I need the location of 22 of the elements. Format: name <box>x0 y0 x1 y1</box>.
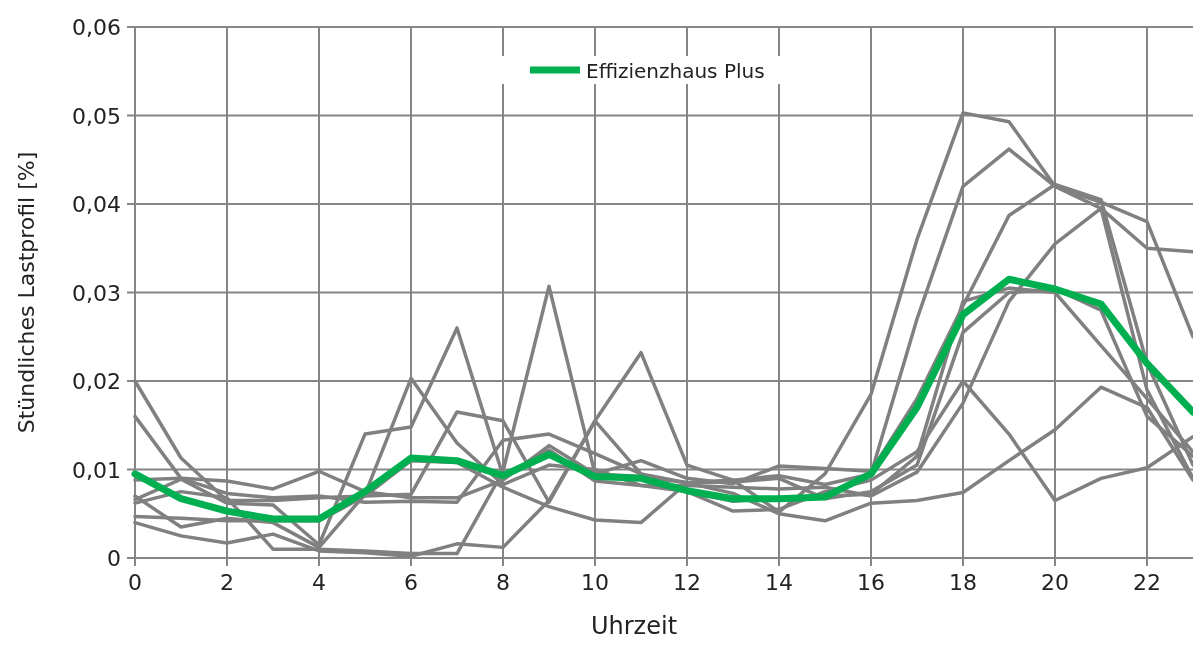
y-tick-label: 0,05 <box>72 103 121 129</box>
x-tick-label: 14 <box>765 570 793 595</box>
x-tick-label: 4 <box>312 570 326 595</box>
x-tick-label: 10 <box>581 570 609 595</box>
x-tick-label: 18 <box>949 570 977 595</box>
x-axis-title: Uhrzeit <box>590 612 678 640</box>
x-tick-label: 16 <box>857 570 885 595</box>
x-tick-label: 12 <box>673 570 701 595</box>
x-tick-label: 6 <box>404 570 418 595</box>
x-tick-label: 0 <box>128 570 142 595</box>
x-tick-label: 20 <box>1041 570 1069 595</box>
y-tick-label: 0,04 <box>72 192 121 217</box>
y-tick-label: 0,03 <box>72 280 121 306</box>
x-tick-label: 8 <box>496 570 510 595</box>
y-tick-label: 0,02 <box>72 369 121 394</box>
x-tick-label: 2 <box>220 570 234 595</box>
y-tick-label: 0,01 <box>72 457 121 483</box>
y-axis-title: Stündliches Lastprofil [%] <box>14 151 39 434</box>
x-tick-label: 22 <box>1133 570 1161 595</box>
y-tick-label: 0,06 <box>72 15 121 40</box>
y-tick-label: 0 <box>107 546 121 571</box>
legend-label: Effizienzhaus Plus <box>586 59 765 83</box>
